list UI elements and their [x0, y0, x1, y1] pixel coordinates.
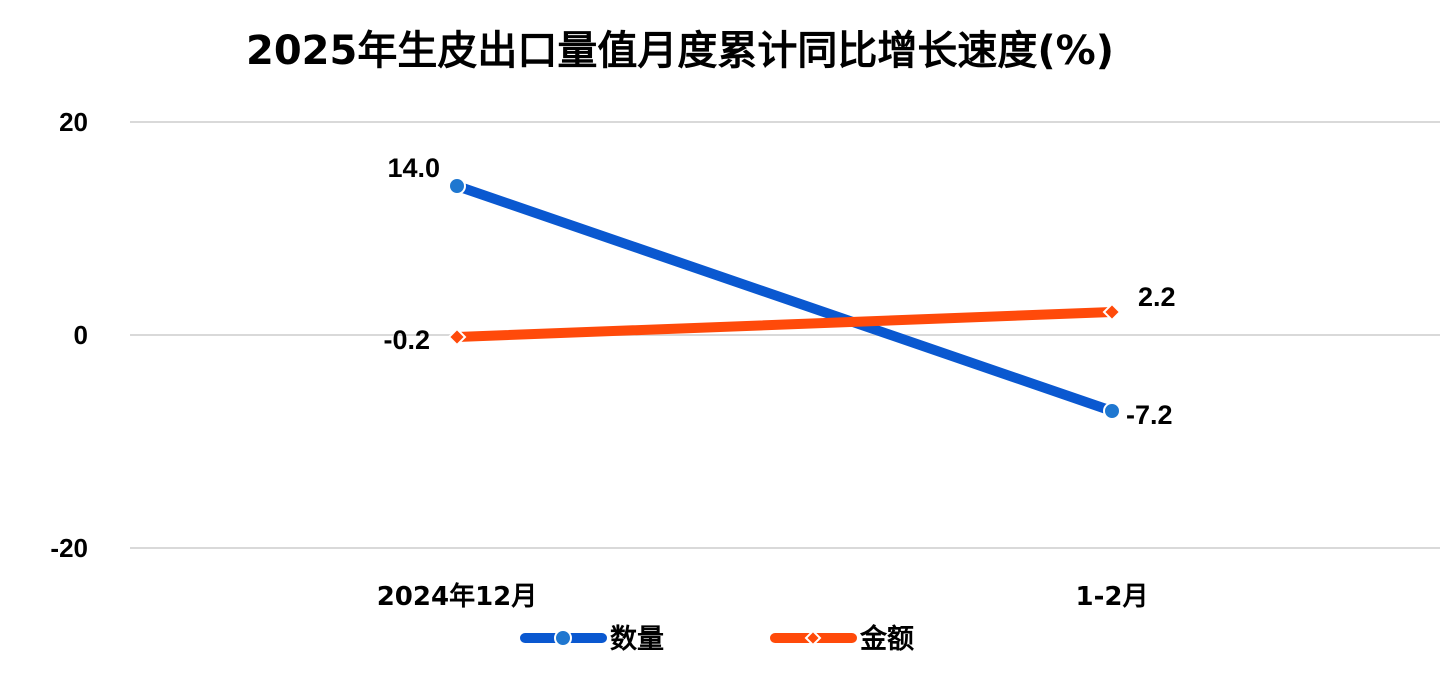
data-label: -0.2	[383, 325, 430, 355]
data-label: 2.2	[1138, 282, 1176, 312]
chart-title: 2025年生皮出口量值月度累计同比增长速度(%)	[246, 28, 1114, 74]
y-tick-label: 20	[59, 107, 88, 137]
x-tick-label: 1-2月	[1076, 582, 1149, 612]
legend-item-quantity[interactable]: 数量	[520, 624, 664, 655]
quantity-marker	[1103, 402, 1121, 420]
amount-marker	[447, 327, 467, 347]
y-tick-label: 0	[74, 320, 88, 350]
y-tick-label: -20	[50, 533, 88, 563]
legend-item-amount[interactable]: 金额	[770, 623, 914, 655]
amount-marker	[1102, 302, 1122, 322]
x-tick-label: 2024年12月	[377, 581, 538, 612]
legend: 数量 金额	[520, 623, 914, 655]
quantity-marker	[448, 177, 466, 195]
series-quantity-line	[452, 181, 1117, 416]
data-label: 14.0	[387, 153, 440, 183]
series-amount-line	[452, 307, 1117, 342]
legend-label: 数量	[610, 624, 664, 655]
circle-marker-icon	[554, 629, 572, 647]
data-label: -7.2	[1126, 400, 1173, 430]
legend-label: 金额	[859, 623, 914, 655]
diamond-marker-icon	[804, 629, 822, 647]
